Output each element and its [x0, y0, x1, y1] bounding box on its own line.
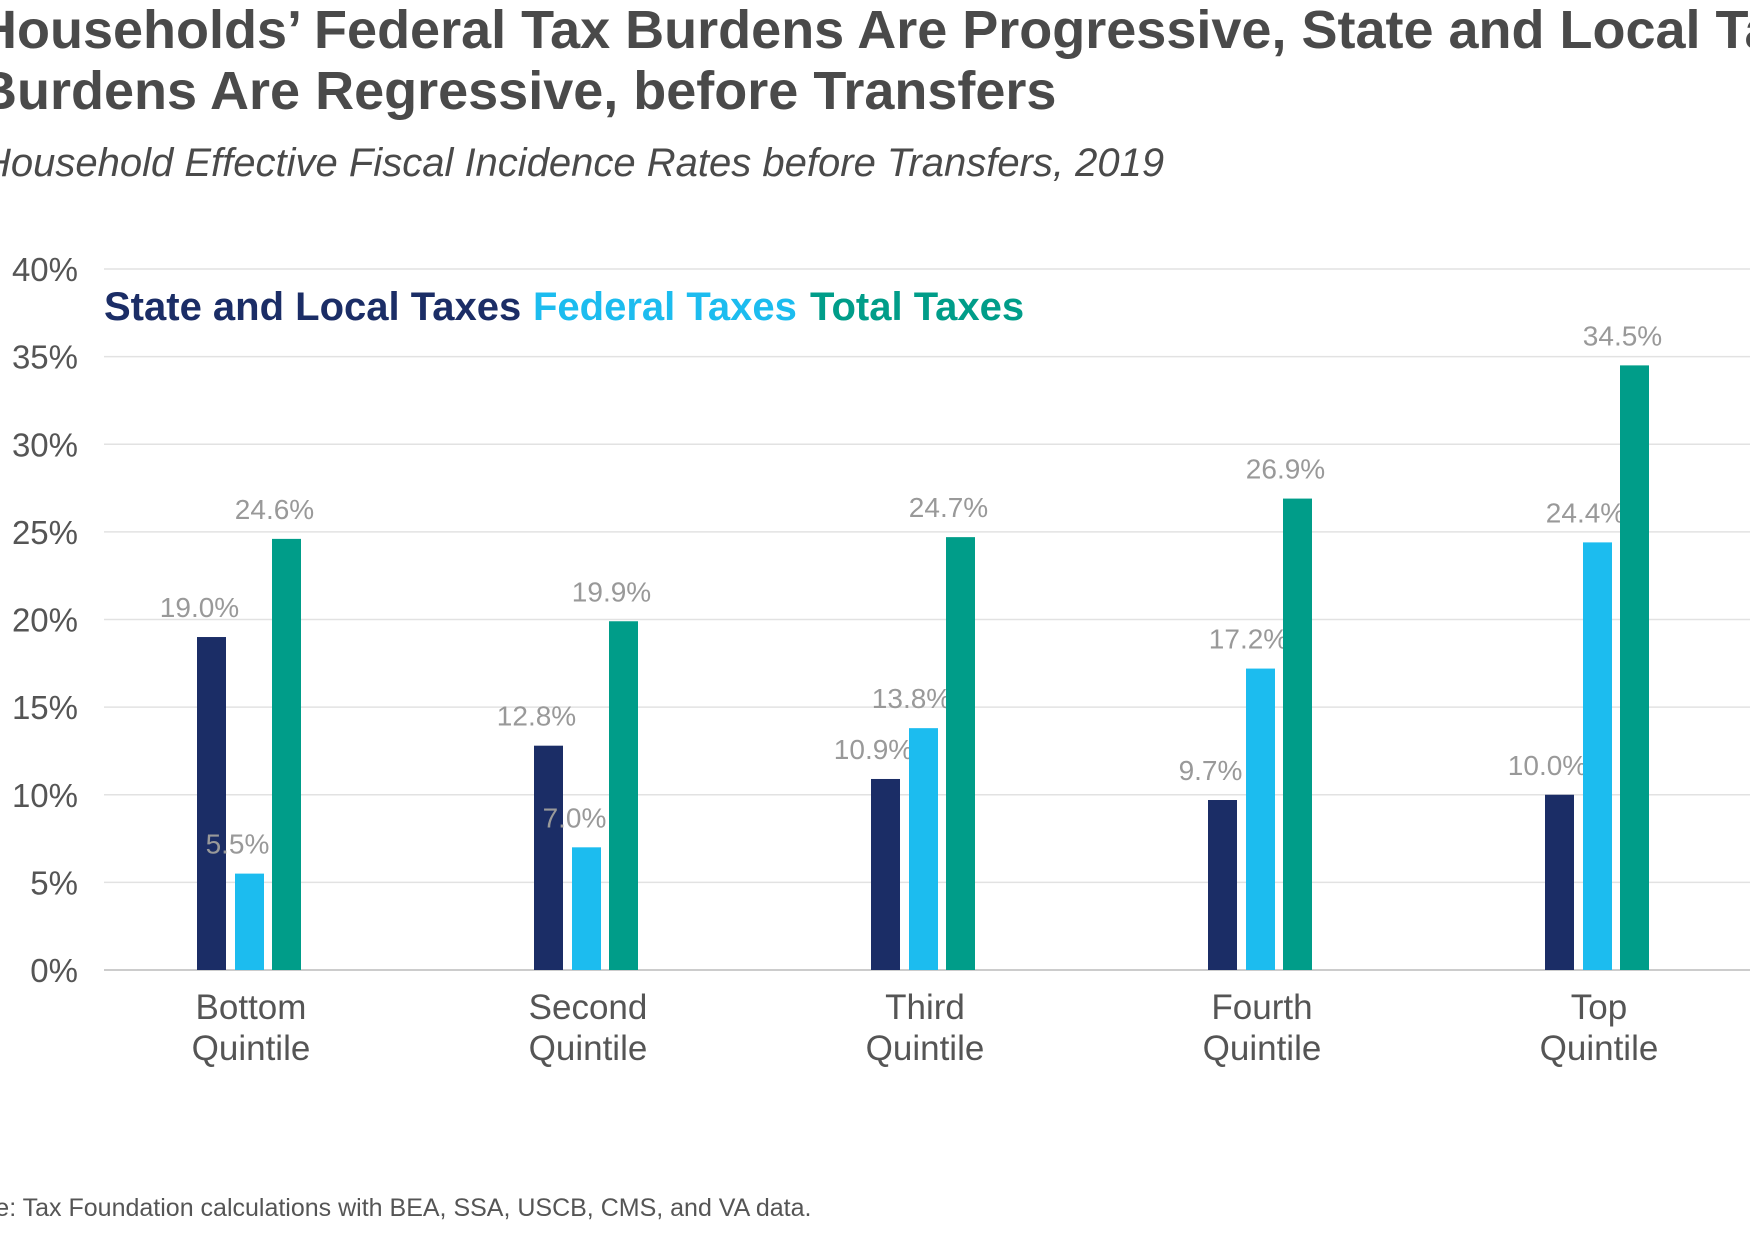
- data-label: 10.0%: [1508, 750, 1587, 781]
- data-label: 24.6%: [235, 494, 314, 525]
- data-label: 12.8%: [497, 701, 576, 732]
- legend-total: Total Taxes: [810, 285, 1024, 329]
- x-category-label: Quintile: [1203, 1029, 1322, 1068]
- data-label: 24.7%: [909, 492, 988, 523]
- y-tick-label: 30%: [12, 426, 78, 463]
- x-category-label: Second: [529, 988, 648, 1027]
- source-note: Source: Tax Foundation calculations with…: [0, 1194, 811, 1222]
- x-category-label: Bottom: [196, 988, 307, 1027]
- bar-federal-taxes: [1583, 542, 1612, 970]
- bar-total-taxes: [272, 538, 301, 970]
- chart-subtitle: Household Effective Fiscal Incidence Rat…: [0, 141, 1164, 185]
- data-label: 10.9%: [834, 734, 913, 765]
- data-label: 26.9%: [1246, 454, 1325, 485]
- y-tick-label: 35%: [12, 339, 78, 376]
- data-label: 19.0%: [160, 592, 239, 623]
- data-label: 19.9%: [572, 576, 651, 607]
- x-category-label: Quintile: [866, 1029, 985, 1068]
- bar-state-and-local-taxes: [534, 745, 563, 970]
- legend-federal: Federal Taxes: [533, 285, 797, 329]
- data-label: 7.0%: [543, 802, 607, 833]
- data-label: 34.5%: [1583, 320, 1662, 351]
- bar-state-and-local-taxes: [1208, 800, 1237, 970]
- bar-state-and-local-taxes: [197, 637, 226, 970]
- bar-total-taxes: [609, 621, 638, 970]
- x-category-label: Third: [885, 988, 965, 1027]
- x-category-label: Fourth: [1211, 988, 1312, 1027]
- data-label: 17.2%: [1209, 624, 1288, 655]
- x-category-label: Quintile: [192, 1029, 311, 1068]
- bar-state-and-local-taxes: [871, 778, 900, 970]
- y-tick-label: 10%: [12, 777, 78, 814]
- chart-title-line-1: Households’ Federal Tax Burdens Are Prog…: [0, 0, 1750, 60]
- data-label: 13.8%: [872, 683, 951, 714]
- bar-federal-taxes: [909, 728, 938, 970]
- bar-federal-taxes: [235, 873, 264, 970]
- legend-state-local: State and Local Taxes: [104, 285, 521, 329]
- y-tick-label: 5%: [30, 864, 78, 901]
- x-category-label: Quintile: [529, 1029, 648, 1068]
- y-tick-label: 25%: [12, 514, 78, 551]
- chart-title-line-2: Burdens Are Regressive, before Transfers: [0, 61, 1056, 121]
- x-category-label: Quintile: [1540, 1029, 1659, 1068]
- bar-total-taxes: [1620, 365, 1649, 970]
- bar-total-taxes: [1283, 498, 1312, 970]
- bar-federal-taxes: [1246, 668, 1275, 970]
- x-category-label: Top: [1571, 988, 1627, 1027]
- data-label: 5.5%: [206, 829, 270, 860]
- bar-federal-taxes: [572, 847, 601, 970]
- y-tick-label: 40%: [12, 251, 78, 288]
- bar-total-taxes: [946, 537, 975, 970]
- bar-state-and-local-taxes: [1545, 794, 1574, 970]
- y-tick-label: 15%: [12, 689, 78, 726]
- y-tick-label: 0%: [30, 952, 78, 989]
- data-label: 24.4%: [1546, 497, 1625, 528]
- y-tick-label: 20%: [12, 602, 78, 639]
- data-label: 9.7%: [1179, 755, 1243, 786]
